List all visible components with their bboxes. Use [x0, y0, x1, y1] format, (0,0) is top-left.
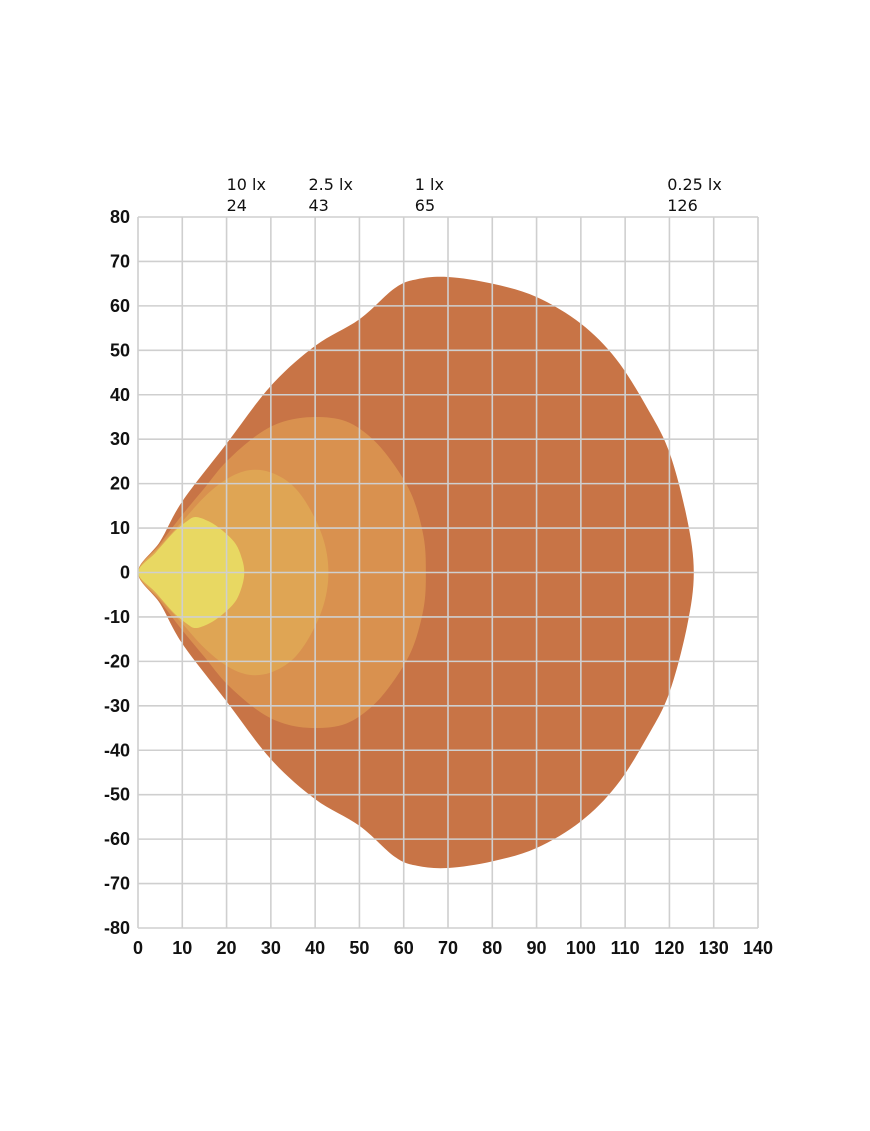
isolux-lux-label: 0.25 lx: [667, 175, 722, 194]
y-tick-label: 60: [110, 296, 130, 316]
x-tick-label: 40: [305, 938, 325, 958]
y-tick-label: 10: [110, 518, 130, 538]
y-tick-label: 80: [110, 207, 130, 227]
y-tick-label: -70: [104, 874, 130, 894]
y-tick-label: -30: [104, 696, 130, 716]
y-tick-label: -80: [104, 918, 130, 938]
y-tick-label: 50: [110, 340, 130, 360]
y-tick-label: -20: [104, 651, 130, 671]
x-tick-label: 50: [349, 938, 369, 958]
isolux-distance-label: 43: [309, 196, 329, 215]
x-tick-label: 0: [133, 938, 143, 958]
y-tick-label: 30: [110, 429, 130, 449]
isolux-lux-label: 10 lx: [227, 175, 266, 194]
y-tick-label: 0: [120, 563, 130, 583]
grid: [137, 216, 759, 929]
isolux-lux-label: 2.5 lx: [309, 175, 353, 194]
isolux-lux-label: 1 lx: [415, 175, 444, 194]
x-tick-label: 130: [699, 938, 729, 958]
isolux-labels: 10 lx 24 2.5 lx 43 1 lx 65 0.25 lx 126: [227, 175, 722, 215]
x-tick-label: 140: [743, 938, 773, 958]
y-tick-label: 20: [110, 474, 130, 494]
isolux-distance-label: 24: [227, 196, 247, 215]
y-tick-label: -50: [104, 785, 130, 805]
y-axis-tick-labels: 80 70 60 50 40 30 20 10 0 -10 -20 -30 -40 -50 -60 -70 -8…: [104, 207, 130, 938]
x-tick-label: 80: [482, 938, 502, 958]
y-tick-label: -10: [104, 607, 130, 627]
y-tick-label: -40: [104, 740, 130, 760]
x-tick-label: 100: [566, 938, 596, 958]
y-tick-label: 70: [110, 251, 130, 271]
x-tick-label: 10: [172, 938, 192, 958]
y-tick-label: -60: [104, 829, 130, 849]
x-tick-label: 90: [527, 938, 547, 958]
x-tick-label: 60: [394, 938, 414, 958]
x-tick-label: 30: [261, 938, 281, 958]
x-tick-label: 70: [438, 938, 458, 958]
y-tick-label: 40: [110, 385, 130, 405]
isolux-distance-label: 126: [667, 196, 698, 215]
x-tick-label: 120: [654, 938, 684, 958]
isolux-distance-label: 65: [415, 196, 435, 215]
x-axis-tick-labels: 0 10 20 30 40 50 60 70 80 90 100 110 120 130 140: [133, 938, 773, 958]
x-tick-label: 110: [611, 938, 640, 958]
x-tick-label: 20: [217, 938, 237, 958]
